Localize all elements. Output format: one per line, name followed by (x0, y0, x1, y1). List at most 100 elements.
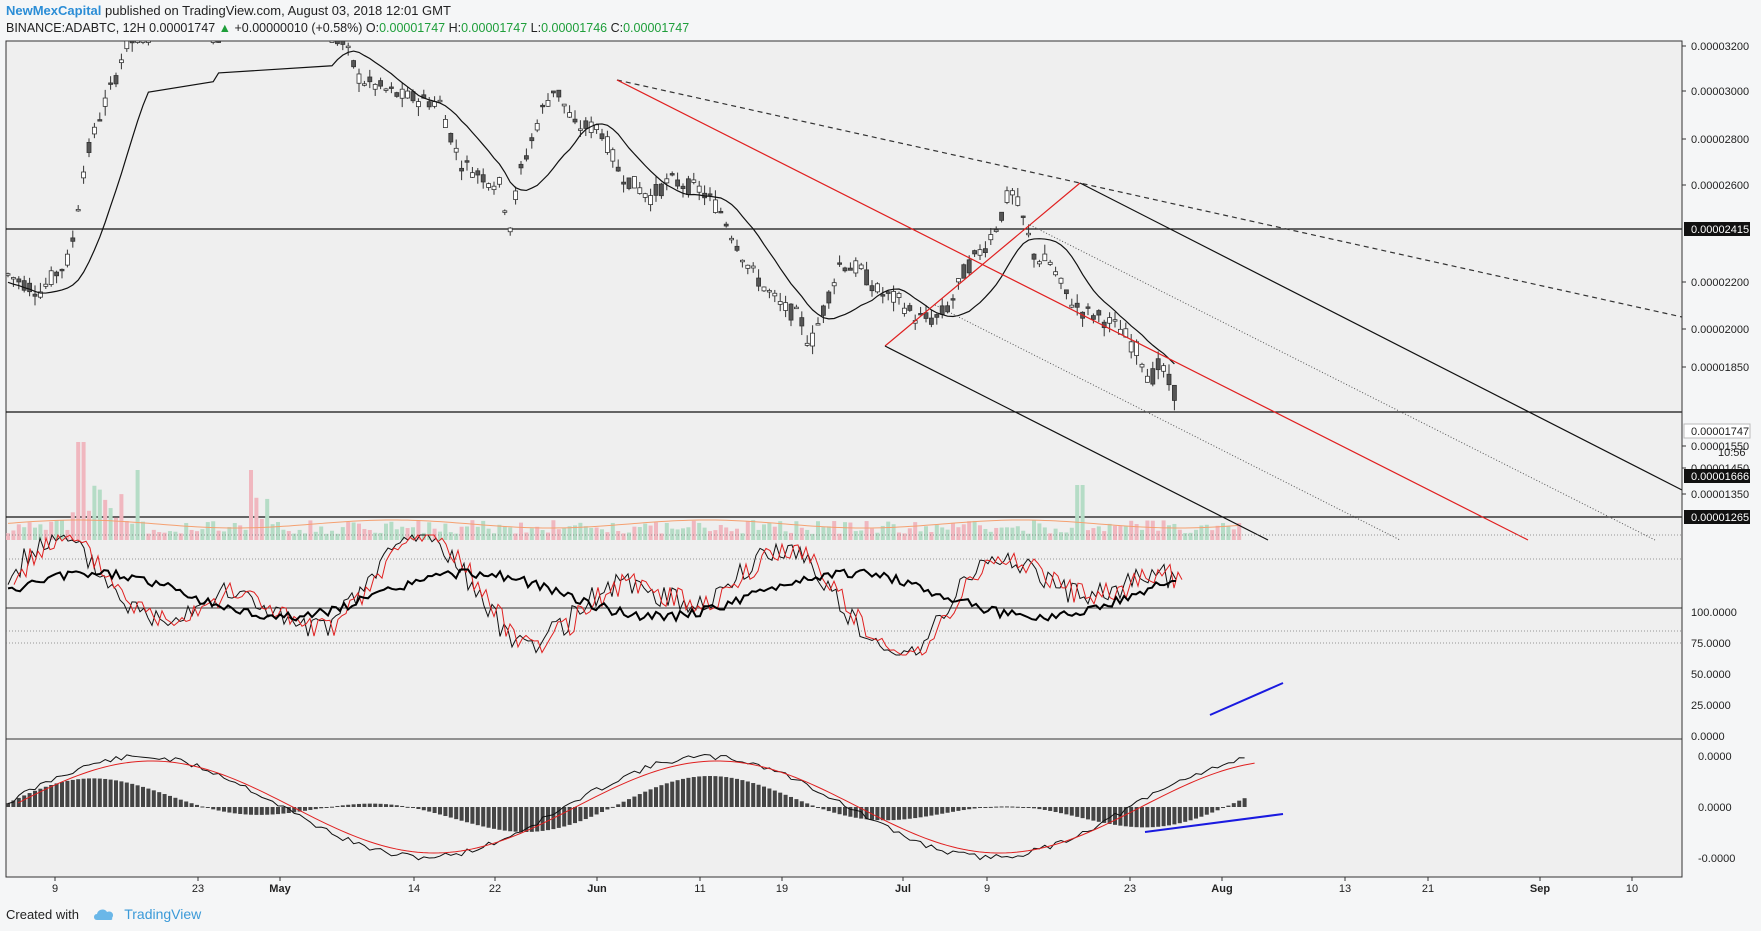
price-axis[interactable]: 0.00003200 0.00003000 0.00002800 0.00002600… (1682, 41, 1751, 865)
time-axis-label: 23 (1124, 883, 1136, 895)
candle-body (939, 305, 945, 315)
candle-body (1085, 306, 1091, 309)
macd-histogram-bar (151, 790, 156, 807)
volume-bar (567, 526, 572, 540)
candle-body (442, 119, 448, 128)
candle-body (1145, 375, 1150, 383)
candle-body (842, 267, 848, 272)
volume-bar (492, 533, 496, 540)
macd-histogram-bar (448, 807, 453, 818)
volume-bar (918, 531, 923, 540)
volume-bar (340, 527, 345, 540)
price-axis-label: 0.00003000 (1691, 86, 1749, 98)
macd-histogram-bar (762, 786, 766, 807)
candle-body (837, 262, 842, 265)
volume-bar (837, 533, 842, 540)
volume-bar (983, 528, 988, 540)
moving-average-line (7, 50, 1175, 365)
volume-bar (292, 533, 297, 540)
chart-canvas[interactable]: 0.00003200 0.00003000 0.00002800 0.00002600… (0, 40, 1761, 900)
price-axis-label: 0.00002600 (1691, 180, 1749, 192)
volume-bar (475, 526, 480, 540)
price-axis-label: 0.00001850 (1691, 362, 1749, 374)
macd-histogram-bar (421, 807, 426, 811)
macd-histogram-bar (967, 807, 972, 810)
candle-body (675, 179, 680, 187)
macd-histogram-bar (1237, 800, 1242, 807)
candle-body (437, 99, 443, 103)
candle-body (804, 342, 810, 346)
macd-histogram-bar (686, 777, 691, 807)
price-axis-label: 0.00002200 (1691, 277, 1749, 289)
macd-histogram-bar (562, 807, 567, 827)
candle-body (788, 303, 794, 321)
macd-histogram-bar (238, 807, 243, 814)
macd-histogram-bar (1145, 807, 1150, 828)
macd-histogram-bar (195, 804, 199, 807)
tradingview-brand-link[interactable]: TradingView (124, 906, 202, 922)
volume-bar (1080, 485, 1085, 540)
candle-body (378, 80, 384, 87)
trend-lines (616, 79, 1683, 541)
candle-body (383, 88, 389, 91)
candle-body (329, 40, 335, 43)
macd-histogram-bar (49, 784, 54, 807)
low-value: 0.00001746 (541, 21, 608, 35)
volume-bar (200, 529, 205, 540)
candle-body (934, 314, 940, 318)
macd-histogram-bar (610, 806, 615, 808)
candle-body (1096, 310, 1102, 316)
volume-bar (427, 522, 432, 540)
volume-bar (76, 442, 81, 540)
macd-histogram-bar (222, 807, 226, 812)
candle-body (556, 89, 562, 98)
macd-histogram-bar (664, 783, 669, 807)
macd-divergence-line (1144, 813, 1284, 833)
time-axis[interactable]: 9 23 May 14 22 Jun 11 19 Jul 9 23 Aug 13 21 Sep 10 (52, 877, 1638, 895)
red-channel-midline (616, 79, 1529, 541)
candle-body (853, 260, 859, 274)
volume-bar (373, 532, 378, 540)
volume-bar (627, 532, 631, 540)
macd-histogram-bar (859, 807, 864, 819)
macd-histogram-bar (924, 807, 928, 817)
macd-histogram-bar (929, 807, 934, 816)
volume-bar (708, 531, 712, 540)
macd-histogram-bar (756, 784, 761, 807)
candle-body (907, 305, 913, 311)
macd-histogram-bar (1069, 807, 1074, 816)
candle-body (502, 210, 508, 213)
volume-bar (832, 521, 837, 540)
bullish-divergence-line (1209, 682, 1284, 716)
publisher-link[interactable]: NewMexCapital (6, 3, 102, 18)
macd-histogram-bar (529, 807, 534, 832)
macd-histogram-bar (1188, 807, 1193, 821)
macd-histogram-bar (573, 807, 577, 824)
last-price: 0.00001747 (149, 21, 216, 35)
candle-body (372, 83, 378, 90)
candle-body (5, 273, 11, 276)
volume-bar (1118, 525, 1123, 540)
volume-bar (1199, 525, 1204, 540)
macd-histogram-bar (475, 807, 480, 826)
macd-histogram-bar (675, 780, 680, 807)
macd-histogram-bar (1042, 807, 1047, 810)
price-axis-label: 0.00003200 (1691, 41, 1749, 53)
volume-bar (270, 524, 275, 540)
macd-histogram-bar (848, 807, 853, 817)
macd-histogram-bar (470, 807, 475, 824)
candle-body (1064, 289, 1069, 295)
candle-body (486, 183, 492, 188)
close-value: 0.00001747 (623, 21, 690, 35)
candle-body (540, 104, 545, 108)
candle-body (615, 166, 621, 172)
volume-bar (308, 520, 313, 540)
macd-histogram-bar (249, 807, 253, 815)
volume-ma-line (7, 519, 1240, 529)
macd-signal-line (17, 760, 1255, 854)
macd-histogram-bar (951, 807, 955, 812)
volume-bar (589, 527, 594, 540)
macd-histogram-bar (70, 779, 75, 807)
candle-body (405, 90, 411, 99)
candle-body (966, 259, 972, 274)
